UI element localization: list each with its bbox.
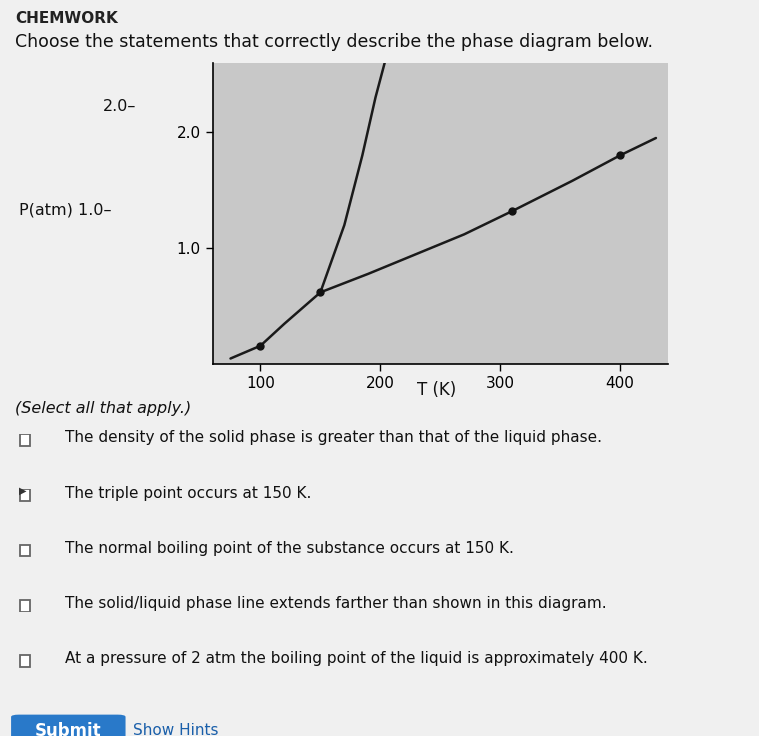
Text: Choose the statements that correctly describe the phase diagram below.: Choose the statements that correctly des… xyxy=(15,33,653,51)
Text: The normal boiling point of the substance occurs at 150 K.: The normal boiling point of the substanc… xyxy=(65,541,513,556)
Text: The density of the solid phase is greater than that of the liquid phase.: The density of the solid phase is greate… xyxy=(65,431,602,445)
Text: The triple point occurs at 150 K.: The triple point occurs at 150 K. xyxy=(65,486,311,500)
Text: 2.0–: 2.0– xyxy=(102,99,136,114)
Text: Submit: Submit xyxy=(35,722,102,736)
Text: T (K): T (K) xyxy=(417,381,456,398)
Text: ▶: ▶ xyxy=(19,486,27,496)
FancyBboxPatch shape xyxy=(11,715,125,736)
Text: At a pressure of 2 atm the boiling point of the liquid is approximately 400 K.: At a pressure of 2 atm the boiling point… xyxy=(65,651,647,666)
Text: (Select all that apply.): (Select all that apply.) xyxy=(15,401,191,416)
Text: The solid/liquid phase line extends farther than shown in this diagram.: The solid/liquid phase line extends fart… xyxy=(65,596,606,611)
Text: Show Hints: Show Hints xyxy=(133,723,219,736)
Text: P(atm) 1.0–: P(atm) 1.0– xyxy=(19,202,112,217)
Text: CHEMWORK: CHEMWORK xyxy=(15,11,118,26)
